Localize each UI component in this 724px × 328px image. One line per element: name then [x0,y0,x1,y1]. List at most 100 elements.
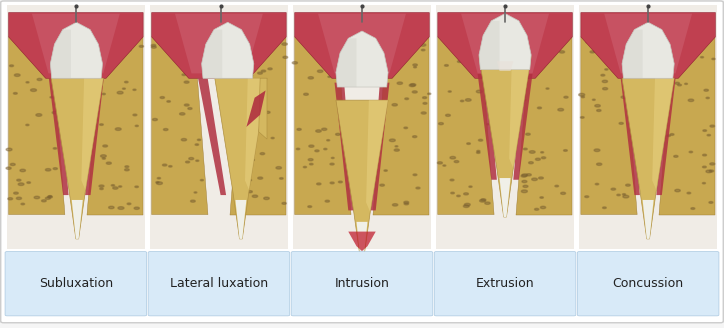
Circle shape [404,203,408,205]
Circle shape [526,174,531,176]
Circle shape [608,64,613,66]
Circle shape [6,167,11,169]
Circle shape [423,102,427,104]
Circle shape [27,182,30,183]
Circle shape [522,180,527,183]
Circle shape [466,99,471,101]
Circle shape [195,160,199,161]
Circle shape [252,195,258,197]
Polygon shape [334,83,354,211]
Circle shape [109,206,114,209]
Circle shape [603,53,608,56]
Circle shape [523,99,526,101]
Polygon shape [87,37,143,215]
Circle shape [485,202,490,204]
Circle shape [597,163,602,165]
Circle shape [151,44,156,46]
Circle shape [555,185,558,187]
Circle shape [321,50,325,51]
Circle shape [448,91,451,92]
Polygon shape [51,30,71,78]
Bar [151,5,287,249]
Circle shape [595,105,600,107]
Polygon shape [438,37,494,215]
Circle shape [117,91,123,94]
Circle shape [405,98,408,100]
Bar [7,5,145,249]
Circle shape [463,193,468,195]
Circle shape [463,205,469,208]
Polygon shape [198,78,226,195]
Circle shape [412,91,417,93]
Circle shape [445,65,448,66]
Circle shape [564,96,568,98]
Circle shape [563,150,568,151]
Circle shape [384,71,390,74]
Circle shape [17,179,21,181]
Polygon shape [32,14,119,73]
Text: Subluxation: Subluxation [39,277,113,290]
Circle shape [706,97,710,99]
Circle shape [702,154,707,156]
Bar [437,5,573,249]
Circle shape [542,157,546,159]
Circle shape [540,206,546,209]
Circle shape [390,46,395,49]
Circle shape [126,49,131,51]
Circle shape [253,120,258,122]
Circle shape [667,98,670,100]
Circle shape [258,72,262,74]
Circle shape [416,187,420,189]
Circle shape [594,149,600,152]
Circle shape [303,93,308,95]
Polygon shape [51,22,103,78]
Circle shape [395,146,398,147]
Circle shape [9,65,14,67]
Circle shape [404,201,409,203]
Circle shape [113,187,118,189]
Circle shape [523,185,528,188]
Circle shape [119,186,122,187]
Circle shape [37,78,42,81]
Circle shape [194,192,197,193]
Circle shape [184,59,187,60]
Polygon shape [478,74,497,180]
Circle shape [522,174,528,176]
Polygon shape [9,37,65,215]
Circle shape [248,71,251,72]
Polygon shape [659,37,715,215]
Circle shape [328,76,331,77]
Polygon shape [657,78,675,195]
Polygon shape [366,100,388,212]
Circle shape [50,96,53,98]
Circle shape [26,124,29,126]
Circle shape [709,201,713,203]
Circle shape [578,93,585,96]
Circle shape [454,160,459,163]
Circle shape [238,152,243,154]
Circle shape [46,169,51,171]
Circle shape [537,107,542,109]
Circle shape [115,128,121,131]
Circle shape [702,166,707,168]
Circle shape [133,114,137,116]
Circle shape [443,165,446,166]
Circle shape [467,143,471,144]
Circle shape [246,97,250,99]
Circle shape [439,123,443,125]
Circle shape [283,56,287,58]
Circle shape [249,81,253,83]
Circle shape [592,99,595,100]
Circle shape [122,88,125,89]
Circle shape [260,153,265,155]
Circle shape [413,174,417,176]
Circle shape [707,134,710,136]
Circle shape [177,48,181,50]
Polygon shape [479,56,531,217]
Circle shape [534,208,539,210]
Circle shape [420,44,426,46]
Polygon shape [605,14,692,73]
Circle shape [602,88,607,90]
Circle shape [313,45,317,47]
Circle shape [338,181,342,183]
